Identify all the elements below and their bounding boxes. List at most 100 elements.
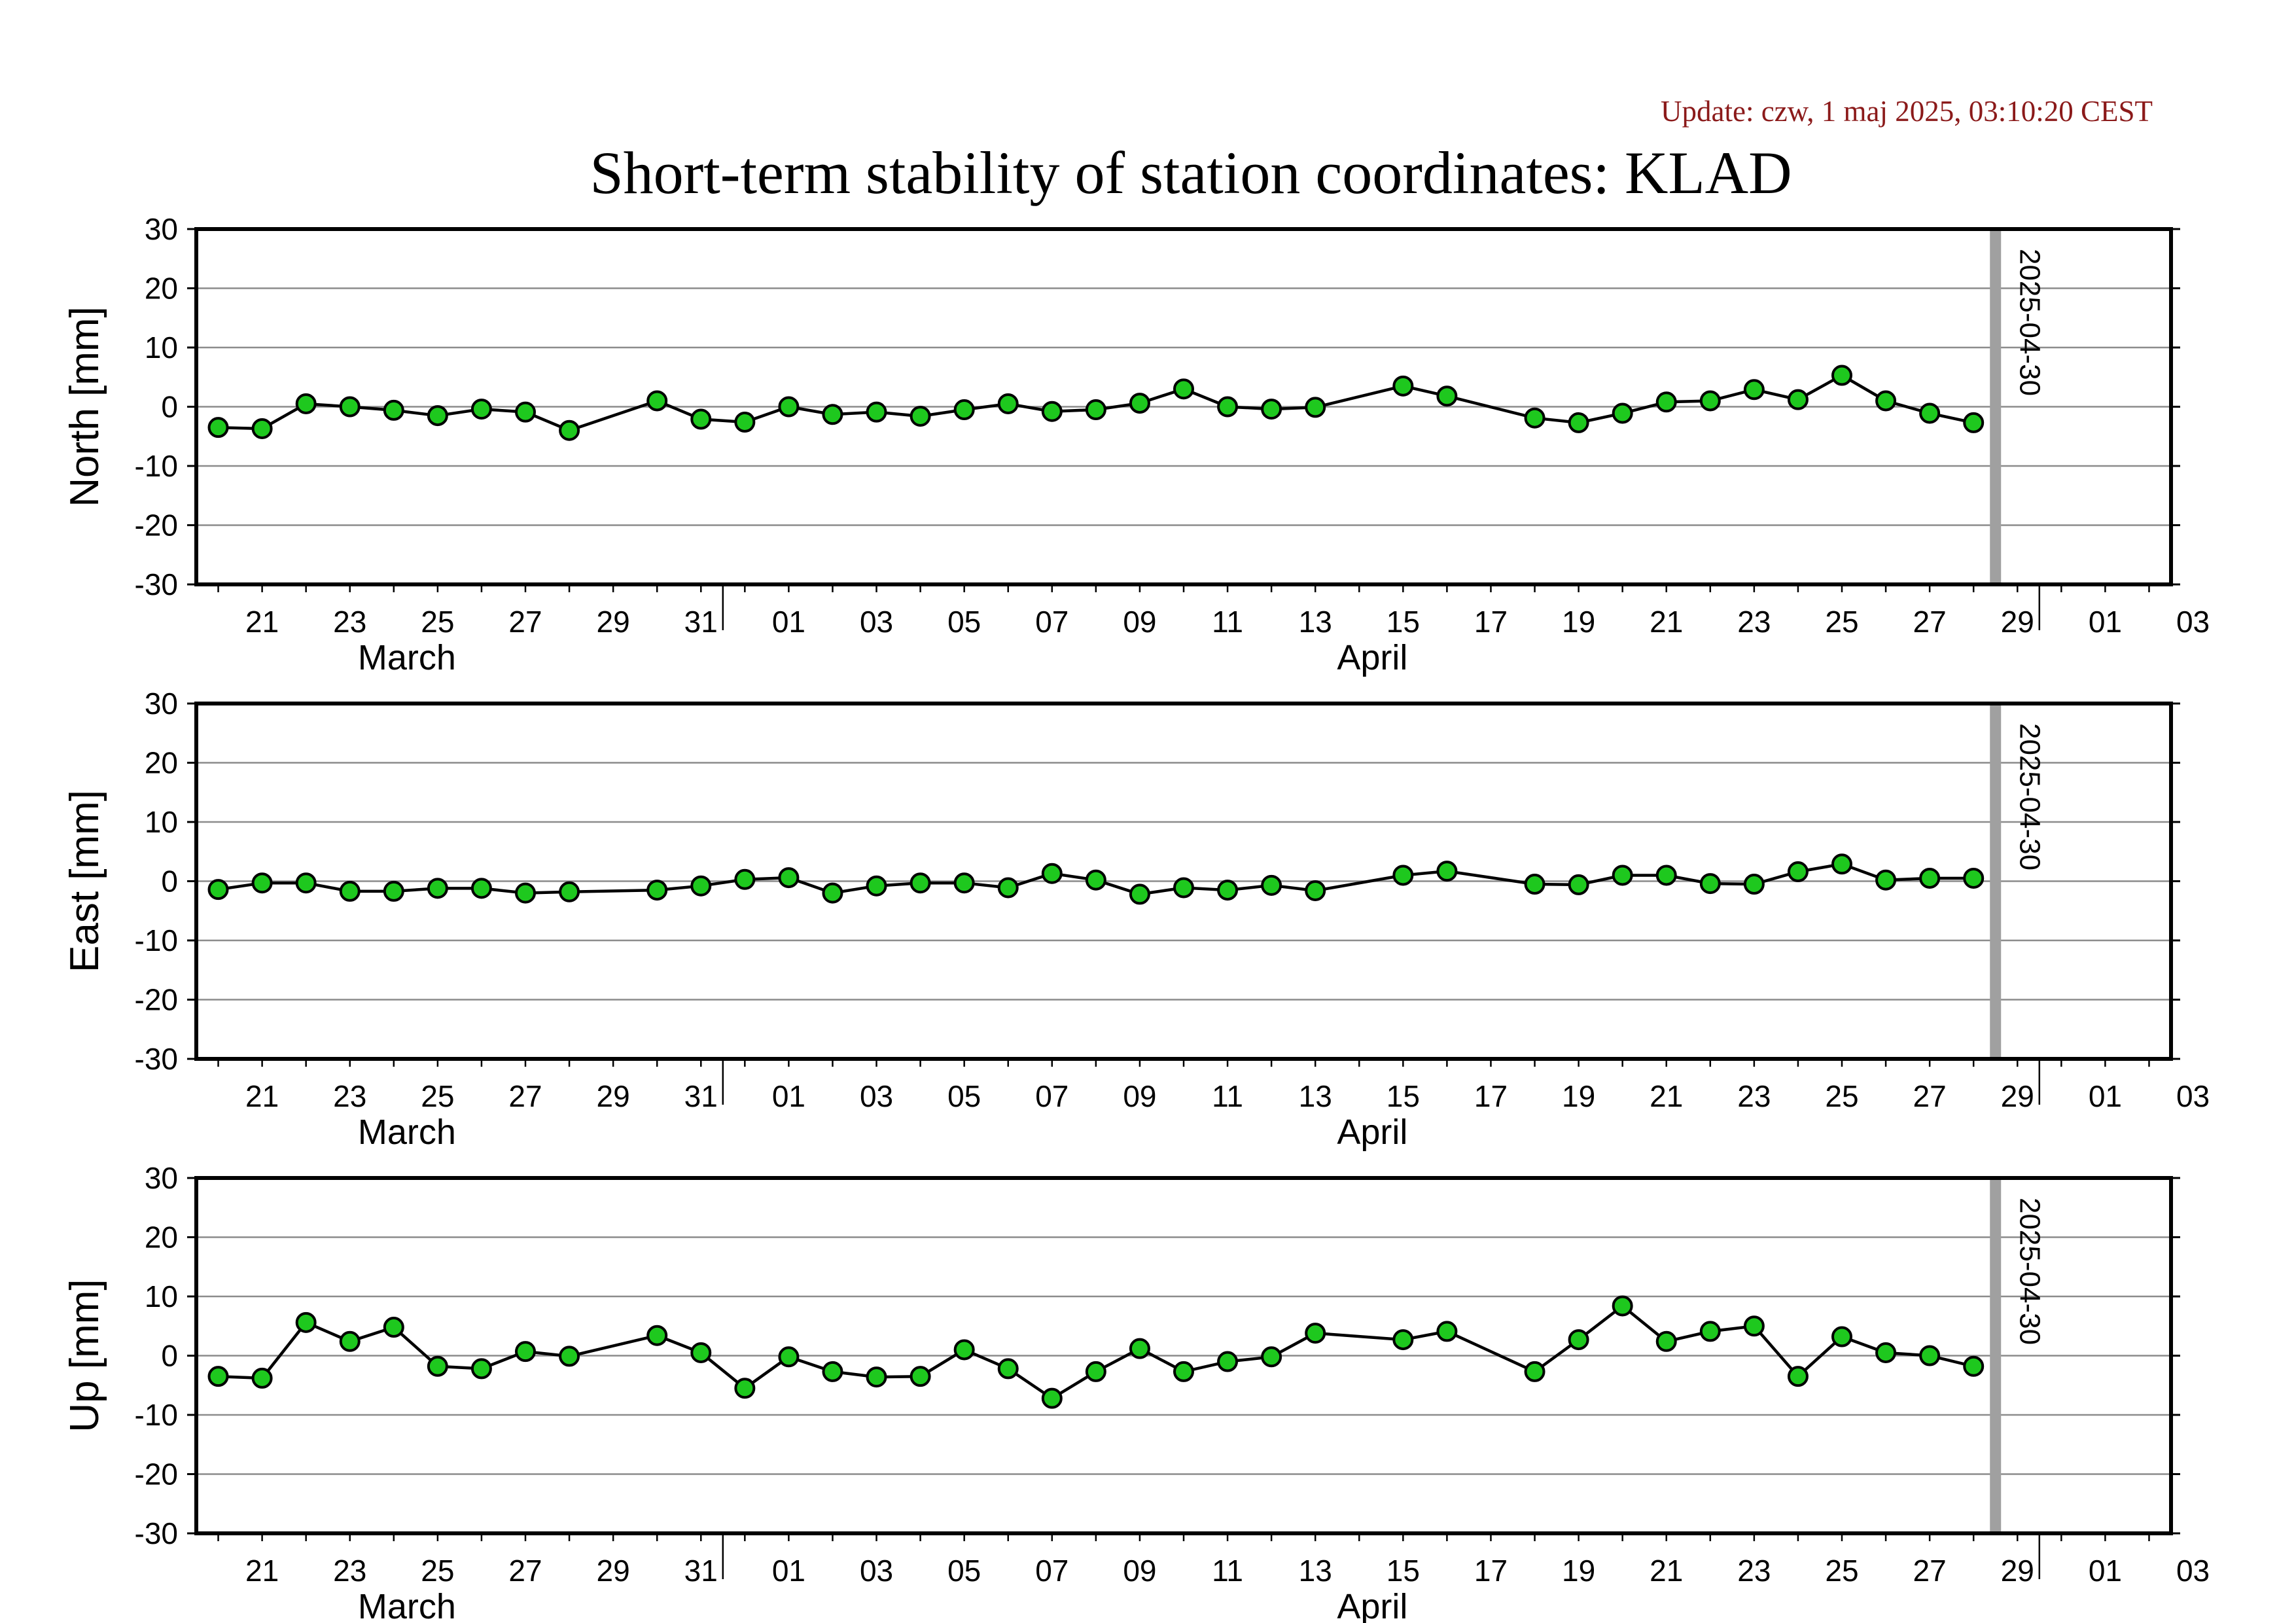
y-tick-label: 0 (161, 1339, 178, 1373)
x-tick-label: 01 (2089, 1554, 2122, 1588)
data-point (1392, 865, 1414, 886)
month-label: March (358, 1587, 456, 1623)
data-point (997, 393, 1019, 414)
y-tick-label: 20 (145, 1221, 178, 1255)
y-tick-label: 30 (145, 1161, 178, 1195)
data-point (997, 1358, 1019, 1380)
data-point (1524, 1361, 1545, 1382)
update-timestamp: Update: czw, 1 maj 2025, 03:10:20 CEST (1661, 95, 2153, 128)
x-tick-label: 05 (947, 1554, 981, 1588)
data-point (1041, 401, 1063, 422)
data-point (383, 1317, 404, 1338)
data-point (1875, 390, 1897, 412)
data-point (1919, 867, 1941, 889)
x-tick-label: 25 (1825, 1079, 1858, 1113)
x-tick-label: 11 (1212, 605, 1243, 639)
x-tick-label: 27 (1913, 1554, 1947, 1588)
data-point (1787, 389, 1809, 410)
data-point (1831, 365, 1852, 386)
x-tick-label: 23 (1737, 1079, 1771, 1113)
data-point (778, 396, 800, 418)
data-point (1436, 861, 1458, 882)
data-point (339, 880, 361, 902)
x-tick-label: 15 (1386, 1554, 1420, 1588)
x-tick-label: 23 (1737, 605, 1771, 639)
y-tick-label: 30 (145, 687, 178, 721)
data-point (910, 872, 931, 894)
x-tick-label: 21 (1650, 1554, 1683, 1588)
data-point (1436, 1321, 1458, 1342)
data-point (1129, 1338, 1150, 1359)
x-tick-label: 03 (860, 605, 893, 639)
date-marker-label: 2025-04-30 (2014, 249, 2046, 396)
data-point (1743, 379, 1765, 401)
x-tick-label: 27 (1913, 1079, 1947, 1113)
y-tick-label: 10 (145, 1279, 178, 1313)
data-point (1261, 1346, 1282, 1368)
data-point (1392, 375, 1414, 397)
x-tick-label: 21 (245, 605, 279, 639)
data-point (1261, 399, 1282, 420)
data-point (866, 1366, 887, 1388)
x-tick-label: 15 (1386, 605, 1420, 639)
x-tick-label: 23 (333, 605, 366, 639)
data-point (470, 399, 492, 420)
data-point (778, 1346, 800, 1368)
y-tick-label: -30 (135, 567, 178, 601)
x-tick-label: 11 (1212, 1554, 1243, 1588)
x-tick-label: 29 (2001, 605, 2034, 639)
date-marker-label: 2025-04-30 (2014, 723, 2046, 870)
x-tick-label: 09 (1123, 1554, 1156, 1588)
plot-frame (194, 1176, 2173, 1535)
data-point (1305, 880, 1326, 901)
data-point (1129, 393, 1150, 414)
x-tick-label: 01 (772, 1554, 805, 1588)
data-point (866, 875, 887, 897)
x-tick-label: 03 (2176, 1554, 2210, 1588)
data-point (822, 882, 843, 904)
data-point (470, 878, 492, 899)
y-axis-label: North [mm] (62, 306, 107, 507)
y-tick-label: 0 (161, 865, 178, 899)
data-point (515, 1341, 536, 1363)
data-point (690, 1342, 712, 1363)
data-point (1129, 883, 1150, 905)
x-tick-label: 07 (1035, 605, 1069, 639)
chart-title: Short-term stability of station coordina… (590, 139, 1792, 206)
data-point (559, 419, 580, 441)
data-point (1612, 1295, 1633, 1317)
x-tick-label: 09 (1123, 605, 1156, 639)
data-point (910, 1366, 931, 1387)
y-tick-label: 20 (145, 272, 178, 306)
data-point (559, 1346, 580, 1367)
data-point (1568, 1329, 1589, 1351)
x-tick-label: 21 (245, 1554, 279, 1588)
data-point (997, 877, 1019, 899)
y-axis-label: Up [mm] (62, 1279, 107, 1432)
data-point (1392, 1329, 1414, 1351)
data-point (207, 1366, 229, 1387)
y-tick-label: -30 (135, 1516, 178, 1550)
x-tick-label: 25 (1825, 1554, 1858, 1588)
data-point (1699, 1321, 1721, 1342)
x-tick-label: 27 (508, 1554, 542, 1588)
data-point (251, 872, 273, 894)
panel-north: 2025-04-30 30 20 10 0 -10 -20 -30 North [mm] 21 23… (62, 212, 2210, 677)
month-label: April (1337, 638, 1407, 677)
x-tick-label: 21 (1650, 1079, 1683, 1113)
data-point (1173, 877, 1194, 899)
data-point (1699, 390, 1721, 412)
data-point (1085, 1361, 1106, 1382)
data-point (295, 393, 317, 414)
x-tick-label: 27 (1913, 605, 1947, 639)
x-tick-label: 15 (1386, 1079, 1420, 1113)
x-tick-label: 05 (947, 1079, 981, 1113)
data-point (822, 1361, 843, 1382)
x-tick-label: 25 (1825, 605, 1858, 639)
data-point (646, 1325, 668, 1346)
data-point (1875, 869, 1897, 891)
data-point (734, 412, 756, 433)
data-point (1655, 865, 1677, 886)
data-point (1919, 402, 1941, 424)
